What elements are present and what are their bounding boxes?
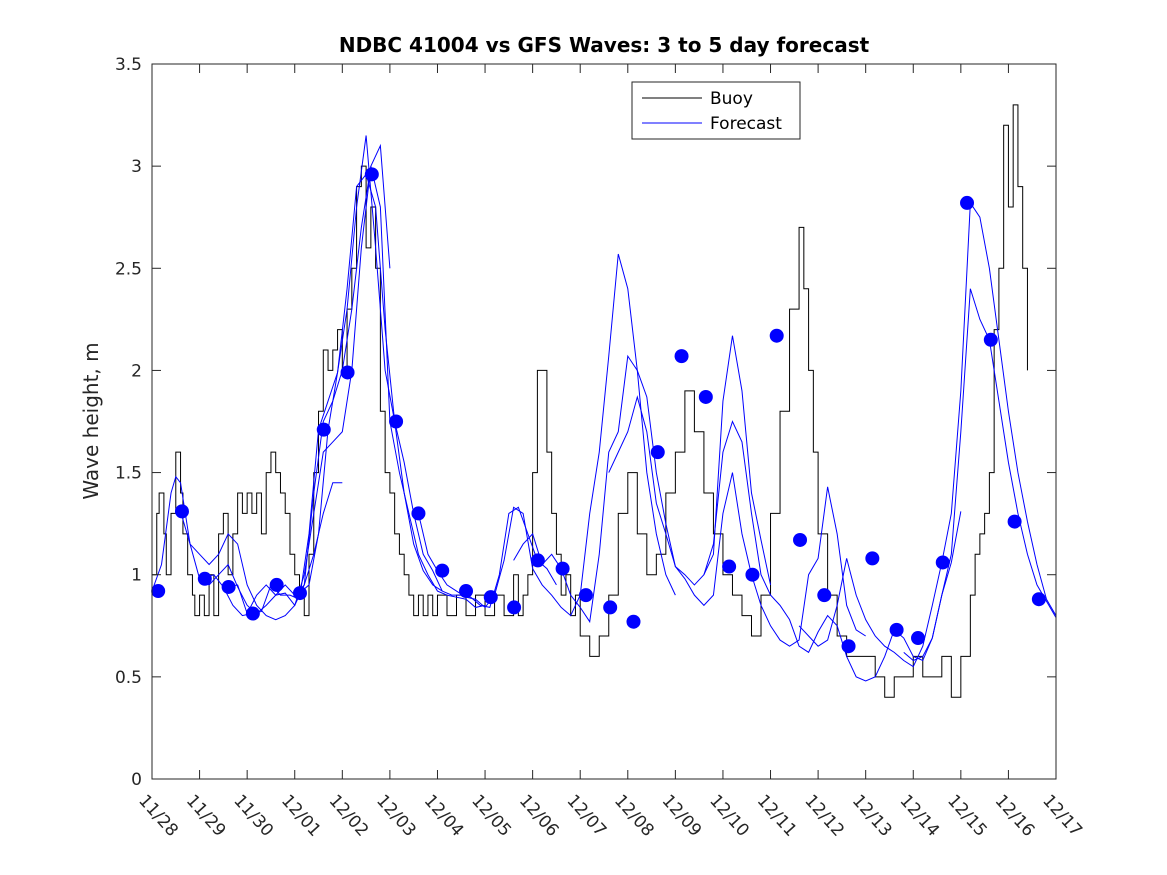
x-tick-label: 12/02 — [325, 791, 373, 841]
legend: Buoy Forecast — [631, 81, 801, 140]
x-tick-label: 12/15 — [943, 791, 991, 841]
forecast-line — [228, 166, 486, 615]
x-tick-label: 12/17 — [1038, 791, 1086, 841]
x-tick-label: 12/11 — [753, 791, 801, 841]
forecast-marker — [1031, 592, 1046, 607]
forecast-marker — [174, 504, 189, 519]
forecast-marker — [793, 532, 808, 547]
forecast-line — [180, 143, 391, 615]
forecast-line — [903, 288, 1057, 662]
x-tick-label: 12/09 — [658, 791, 706, 841]
forecast-marker — [292, 586, 307, 601]
y-tick-label: 3 — [131, 157, 142, 177]
forecast-line — [204, 173, 443, 617]
forecast-line — [299, 135, 557, 608]
y-tick-label: 0 — [131, 770, 142, 790]
forecast-marker — [817, 588, 832, 603]
x-tick-label: 12/03 — [372, 791, 420, 841]
plot-area — [152, 64, 1056, 779]
forecast-marker — [769, 328, 784, 343]
forecast-marker — [674, 349, 689, 364]
x-tick-label: 12/04 — [420, 791, 468, 841]
x-tick-label: 12/06 — [515, 791, 563, 841]
y-tick-label: 2.5 — [115, 259, 142, 279]
legend-label-forecast: Forecast — [710, 114, 782, 134]
forecast-marker — [389, 414, 404, 429]
x-tick-label: 11/30 — [229, 791, 277, 841]
forecast-marker — [626, 614, 641, 629]
forecast-marker — [459, 584, 474, 599]
forecast-marker — [483, 590, 498, 605]
legend-label-buoy: Buoy — [710, 89, 753, 109]
forecast-marker — [911, 631, 926, 646]
forecast-marker — [578, 588, 593, 603]
forecast-marker — [221, 579, 236, 594]
forecast-marker — [411, 506, 426, 521]
forecast-marker — [745, 567, 760, 582]
plot-frame — [151, 63, 1057, 780]
forecast-marker — [960, 195, 975, 210]
x-tick-label: 12/07 — [562, 791, 610, 841]
y-tick-label: 1.5 — [115, 464, 142, 484]
forecast-line — [608, 395, 866, 647]
forecast-marker — [1007, 514, 1022, 529]
y-tick-label: 1 — [131, 566, 142, 586]
x-tick-label: 12/08 — [610, 791, 658, 841]
forecast-marker — [865, 551, 880, 566]
buoy-line — [152, 104, 1028, 698]
forecast-marker — [507, 600, 522, 615]
forecast-marker — [722, 559, 737, 574]
forecast-marker — [555, 561, 570, 576]
x-tick-label: 12/10 — [705, 791, 753, 841]
forecast-marker — [340, 365, 355, 380]
y-tick-label: 0.5 — [115, 668, 142, 688]
forecast-marker — [364, 167, 379, 182]
forecast-marker — [316, 422, 331, 437]
forecast-marker — [530, 553, 545, 568]
x-tick-label: 11/28 — [134, 791, 182, 841]
forecast-marker — [841, 639, 856, 654]
x-tick-label: 12/13 — [848, 791, 896, 841]
x-tick-label: 12/14 — [896, 791, 944, 841]
x-tick-label: 12/01 — [277, 791, 325, 841]
forecast-marker — [603, 600, 618, 615]
forecast-marker — [983, 332, 998, 347]
chart-title: NDBC 41004 vs GFS Waves: 3 to 5 day fore… — [339, 33, 870, 57]
x-tick-label: 12/16 — [991, 791, 1039, 841]
legend-box — [631, 81, 801, 140]
x-tick-label: 12/05 — [467, 791, 515, 841]
y-tick-label: 3.5 — [115, 55, 142, 75]
x-tick-label: 12/12 — [800, 791, 848, 841]
forecast-marker — [245, 606, 260, 621]
forecast-marker — [698, 389, 713, 404]
forecast-marker — [935, 555, 950, 570]
y-axis-label: Wave height, m — [79, 342, 103, 499]
forecast-line — [798, 201, 1057, 668]
forecast-marker — [197, 571, 212, 586]
x-tick-label: 11/29 — [182, 791, 230, 841]
marker-layer — [151, 167, 1046, 654]
forecast-line — [151, 475, 343, 621]
forecast-line — [513, 335, 772, 624]
forecast-marker — [151, 584, 166, 599]
forecast-marker — [269, 577, 284, 592]
forecast-marker — [650, 445, 665, 460]
forecast-marker — [435, 563, 450, 578]
y-tick-label: 2 — [131, 361, 142, 381]
forecast-marker — [889, 622, 904, 637]
